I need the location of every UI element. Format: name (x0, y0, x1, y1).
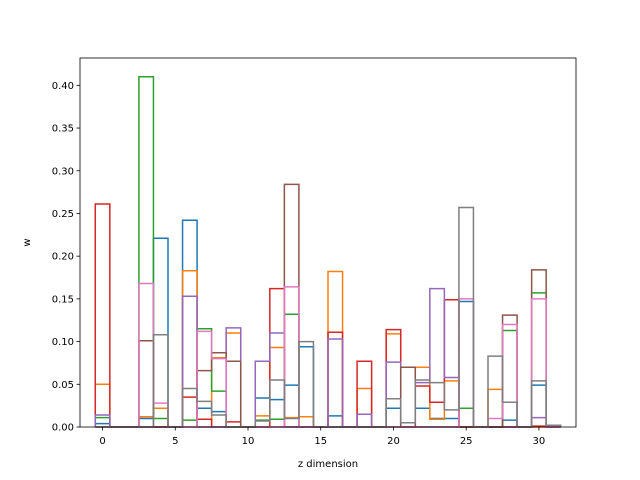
y-tick-label: 0.25 (52, 209, 74, 220)
y-tick-label: 0.00 (52, 423, 74, 434)
x-tick-label: 15 (314, 436, 327, 447)
x-tick-label: 30 (533, 436, 546, 447)
x-tick-label: 5 (172, 436, 178, 447)
x-axis: 0 5 10 15 20 25 30 (99, 427, 545, 447)
x-axis-label: z dimension (298, 459, 358, 470)
x-tick-label: 10 (242, 436, 255, 447)
y-tick-label: 0.05 (52, 380, 74, 391)
y-tick-label: 0.20 (52, 252, 74, 263)
plot-frame (79, 57, 577, 428)
y-tick-label: 0.35 (52, 124, 74, 135)
y-axis: 0.00 0.05 0.10 0.15 0.20 0.25 0.30 0.35 0.40 (52, 81, 80, 434)
x-tick-label: 0 (99, 436, 105, 447)
x-tick-label: 25 (460, 436, 473, 447)
y-tick-label: 0.10 (52, 337, 74, 348)
y-tick-label: 0.40 (52, 81, 74, 92)
y-tick-label: 0.30 (52, 166, 74, 177)
x-tick-label: 20 (387, 436, 400, 447)
y-axis-label: w (22, 238, 33, 246)
y-tick-label: 0.15 (52, 294, 74, 305)
